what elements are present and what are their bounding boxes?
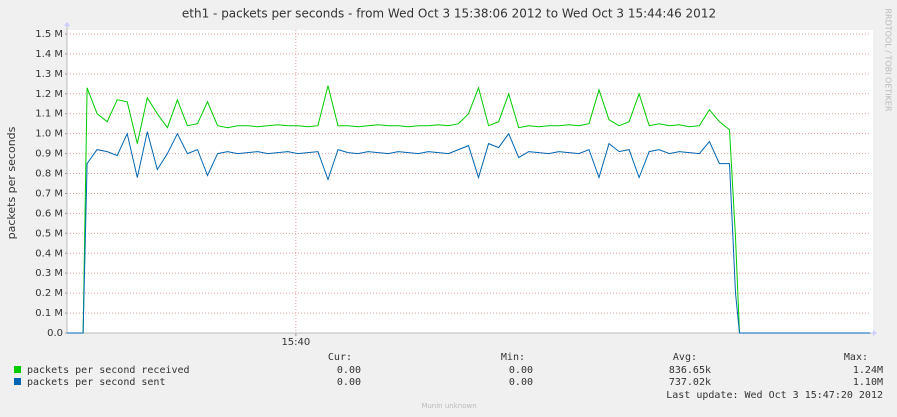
y-tick-label: 1.1 M — [35, 109, 63, 120]
x-tick-label: 15:40 — [281, 337, 310, 348]
stats-header: Min: — [501, 352, 525, 363]
y-tick-label: 0.8 M — [35, 169, 63, 180]
legend-swatch — [14, 378, 21, 385]
legend-label: packets per second sent — [27, 377, 165, 388]
y-tick-label: 0.1 M — [35, 308, 63, 319]
series-line — [67, 85, 870, 334]
stats-value: 836.65k — [669, 365, 711, 376]
stats-header: Avg: — [673, 352, 697, 363]
y-tick-label: 1.2 M — [35, 89, 63, 100]
stats-value: 1.24M — [853, 365, 883, 376]
series-line — [67, 131, 870, 334]
stats-header: Cur: — [328, 352, 352, 363]
plot-area — [67, 30, 873, 333]
legend-swatch — [14, 366, 21, 373]
y-tick-label: 0.0 — [47, 328, 63, 339]
y-tick-label: 1.3 M — [35, 69, 63, 80]
legend-label: packets per second received — [27, 365, 190, 376]
stats-value: 0.00 — [337, 365, 361, 376]
y-tick-label: 0.5 M — [35, 228, 63, 239]
y-axis-arrow — [64, 22, 70, 26]
y-tick-label: 0.7 M — [35, 188, 63, 199]
y-tick-label: 1.4 M — [35, 49, 63, 60]
y-tick-label: 0.4 M — [35, 248, 63, 259]
y-tick-label: 0.2 M — [35, 288, 63, 299]
last-update: Last update: Wed Oct 3 15:47:20 2012 — [666, 390, 883, 401]
stats-value: 1.10M — [853, 377, 883, 388]
stats-header: Max: — [844, 352, 868, 363]
y-tick-label: 0.3 M — [35, 268, 63, 279]
x-axis-arrow — [873, 330, 877, 336]
y-tick-label: 0.6 M — [35, 208, 63, 219]
y-tick-label: 1.0 M — [35, 129, 63, 140]
stats-value: 0.00 — [509, 377, 533, 388]
y-tick-label: 0.9 M — [35, 149, 63, 160]
y-tick-label: 1.5 M — [35, 29, 63, 40]
stats-value: 737.02k — [669, 377, 711, 388]
stats-value: 0.00 — [337, 377, 361, 388]
chart-title: eth1 - packets per seconds - from Wed Oc… — [182, 7, 716, 21]
watermark: RRDTOOL / TOBI OETIKER — [884, 8, 893, 111]
footer: Munin unknown — [421, 402, 476, 410]
y-axis-label: packets per seconds — [5, 126, 18, 239]
stats-value: 0.00 — [509, 365, 533, 376]
